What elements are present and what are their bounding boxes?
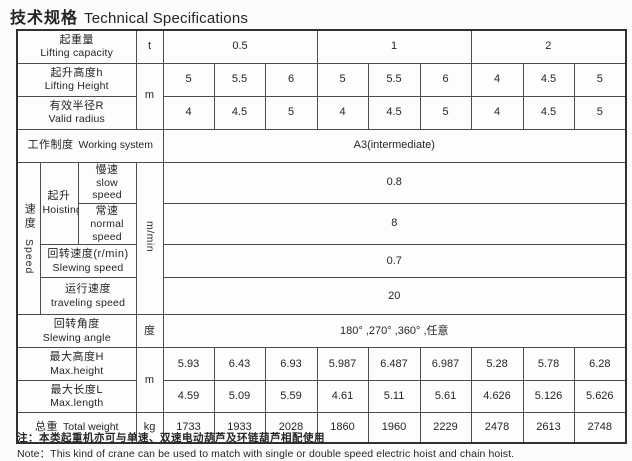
cell-maxh-7: 5.78 (522, 347, 575, 382)
unit-lifting-capacity: t (135, 29, 164, 64)
cell-height-2: 6 (264, 62, 318, 97)
cell-height-6: 4 (470, 62, 524, 97)
cell-height-5: 6 (419, 62, 472, 97)
row-total-weight: 总重 Total weight kg 1733 1933 2028 1860 19… (16, 412, 627, 444)
cell-height-7: 4.5 (522, 62, 575, 97)
cell-maxh-4: 6.487 (367, 347, 421, 382)
row-working-system: 工作制度 Working system A3(intermediate) (16, 128, 627, 163)
cell-maxl-7: 5.126 (522, 380, 575, 414)
cell-height-8: 5 (573, 62, 627, 97)
unit-total-weight: kg (135, 412, 164, 444)
footnote: 注：本类起重机亦可与单速、双速电动葫芦及环链葫芦相配使用 Note：This k… (17, 430, 623, 461)
page-title-zh: 技术规格 (10, 10, 79, 27)
cell-weight-6: 2478 (470, 412, 524, 444)
label-max-length: 最大长度L Max.length (16, 380, 137, 414)
cell-maxl-5: 5.61 (419, 380, 472, 414)
cell-weight-5: 2229 (419, 412, 472, 444)
cell-radius-5: 5 (419, 95, 472, 130)
label-slow-speed: 慢速 slow speed (77, 161, 137, 204)
cell-maxh-5: 6.987 (419, 347, 472, 382)
unit-slewing-angle: 度 (135, 314, 164, 349)
row-max-height: 最大高度H Max.height m 5.93 6.43 6.93 5.987 … (16, 347, 627, 414)
row-valid-radius: 有效半径R Valid radius 4 4.5 5 4 4.5 5 4 4.5… (16, 95, 627, 130)
label-valid-radius: 有效半径R Valid radius (16, 95, 137, 130)
label-normal-speed: 常速 normal speed (77, 202, 137, 246)
cell-maxh-1: 6.43 (213, 347, 266, 382)
cell-weight-3: 1860 (316, 412, 369, 444)
cell-maxl-3: 4.61 (316, 380, 369, 414)
cell-maxh-8: 6.28 (573, 347, 627, 382)
cell-radius-6: 4 (470, 95, 524, 130)
row-slewing-angle: 回转角度 Slewing angle 度 180° ,270° ,360° ,任… (16, 314, 627, 349)
cell-weight-0: 1733 (162, 412, 215, 444)
footnote-en: Note：This kind of crane can be used to m… (17, 448, 515, 460)
cell-weight-2: 2028 (264, 412, 318, 444)
row-max-length: 最大长度L Max.length 4.59 5.09 5.59 4.61 5.1… (16, 380, 627, 414)
cell-maxh-0: 5.93 (162, 347, 215, 382)
row-slewing-speed: 回转速度(r/min) Slewing speed 0.7 (17, 244, 627, 279)
cell-radius-7: 4.5 (522, 95, 575, 130)
cell-maxl-0: 4.59 (162, 380, 215, 414)
cell-traveling-speed: 20 (162, 277, 627, 316)
page-title-en: Technical Specifications (84, 10, 249, 27)
cell-radius-1: 4.5 (213, 95, 266, 130)
footnote-zh: 注：本类起重机亦可与单速、双速电动葫芦及环链葫芦相配使用 (17, 432, 325, 444)
row-traveling-speed: 运行速度 traveling speed 20 (17, 277, 627, 316)
cell-maxh-6: 5.28 (470, 347, 524, 382)
cell-radius-4: 4.5 (367, 95, 421, 130)
cell-maxh-2: 6.93 (264, 347, 318, 382)
cell-radius-3: 4 (316, 95, 369, 130)
cell-height-1: 5.5 (213, 62, 266, 97)
cell-slewing-speed: 0.7 (162, 244, 627, 279)
label-lifting-capacity: 起重量 Lifting capacity (16, 29, 137, 64)
row-lifting-capacity: 起重量 Lifting capacity t 0.5 1 2 (16, 29, 627, 64)
cell-height-3: 5 (316, 62, 369, 97)
unit-speed: m/min (135, 161, 164, 316)
label-slewing-speed: 回转速度(r/min) Slewing speed (39, 244, 137, 279)
cell-maxl-4: 5.11 (367, 380, 421, 414)
cell-maxh-3: 5.987 (316, 347, 369, 382)
cell-capacity-0: 0.5 (162, 29, 318, 64)
cell-radius-2: 5 (264, 95, 318, 130)
cell-radius-8: 5 (573, 95, 627, 130)
cell-slow-speed: 0.8 (162, 161, 627, 204)
speed-group-zh: 速度 (23, 202, 36, 231)
cell-weight-7: 2613 (522, 412, 575, 444)
cell-weight-1: 1933 (213, 412, 266, 444)
group-speed: 速度 Speed (16, 161, 41, 316)
cell-working-system: A3(intermediate) (162, 128, 627, 163)
row-slow-speed: 速度 Speed 起升 Hoisting 慢速 slow speed m/min… (16, 161, 627, 316)
cell-radius-0: 4 (162, 95, 215, 130)
cell-maxl-1: 5.09 (213, 380, 266, 414)
spec-table: 起重量 Lifting capacity t 0.5 1 2 起升高度h Lif… (16, 29, 628, 444)
speed-group-en: Speed (23, 238, 35, 275)
label-working-system: 工作制度 Working system (16, 128, 164, 163)
cell-maxl-8: 5.626 (573, 380, 627, 414)
unit-height-radius: m (135, 62, 164, 130)
label-lifting-height: 起升高度h Lifting Height (16, 62, 137, 97)
row-lifting-height: 起升高度h Lifting Height m 5 5.5 6 5 5.5 6 4… (16, 62, 627, 130)
cell-weight-4: 1960 (367, 412, 421, 444)
cell-height-4: 5.5 (367, 62, 421, 97)
label-total-weight: 总重 Total weight (16, 412, 137, 444)
cell-weight-8: 2748 (573, 412, 627, 444)
row-normal-speed: 常速 normal speed 8 (17, 202, 627, 246)
cell-capacity-2: 2 (470, 29, 627, 64)
cell-slewing-angle: 180° ,270° ,360° ,任意 (162, 314, 627, 349)
cell-maxl-2: 5.59 (264, 380, 318, 414)
unit-max-dims: m (135, 347, 164, 414)
cell-height-0: 5 (162, 62, 215, 97)
label-traveling-speed: 运行速度 traveling speed (39, 277, 137, 316)
cell-capacity-1: 1 (316, 29, 472, 64)
label-slewing-angle: 回转角度 Slewing angle (16, 314, 137, 349)
label-hoisting: 起升 Hoisting (39, 161, 79, 246)
cell-maxl-6: 4.626 (470, 380, 524, 414)
page-title: 技术规格 Technical Specifications (10, 4, 248, 28)
label-max-height: 最大高度H Max.height (16, 347, 137, 382)
cell-normal-speed: 8 (162, 202, 627, 246)
